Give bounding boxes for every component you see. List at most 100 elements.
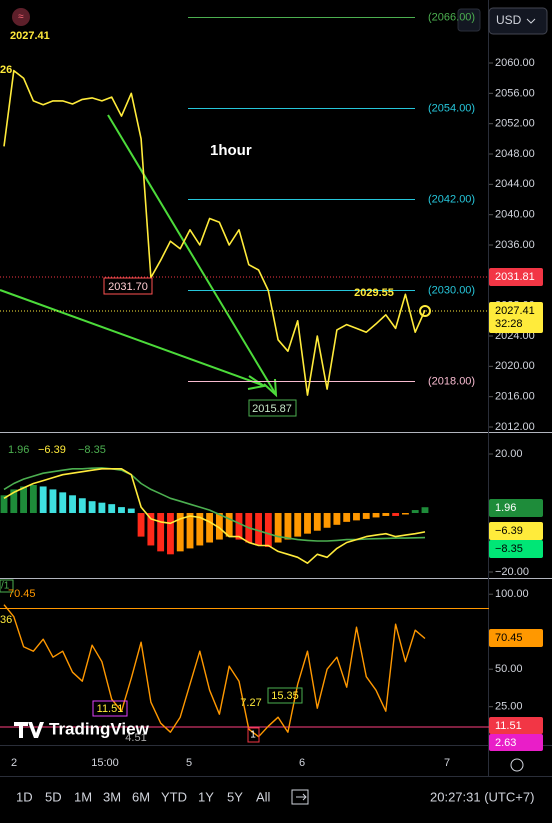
histogram-bar bbox=[294, 513, 302, 537]
histogram-bar bbox=[39, 486, 47, 514]
current-marker bbox=[419, 305, 431, 317]
y-tick-label: 25.00 bbox=[495, 701, 523, 713]
macd-legend: 1.96 bbox=[8, 444, 29, 456]
range-button[interactable]: 1Y bbox=[198, 789, 214, 804]
histogram-bar bbox=[284, 513, 292, 540]
range-button[interactable]: 3M bbox=[103, 789, 121, 804]
histogram-bar bbox=[118, 507, 125, 514]
osc-min-badge bbox=[489, 734, 543, 751]
histogram-bar bbox=[353, 513, 360, 521]
histogram-bar bbox=[186, 513, 194, 549]
histogram-bar bbox=[108, 504, 116, 514]
trend-lines bbox=[0, 114, 278, 398]
trend-line bbox=[107, 114, 276, 394]
histogram-bar bbox=[196, 513, 204, 546]
histogram-bar bbox=[304, 513, 311, 534]
annotation-box bbox=[267, 687, 303, 704]
histogram-bar bbox=[274, 513, 282, 543]
histogram-bar bbox=[225, 513, 233, 537]
histogram-bar bbox=[88, 501, 96, 514]
annotation: 2029.55 bbox=[354, 287, 394, 299]
range-button[interactable]: 6M bbox=[132, 789, 150, 804]
level-label: (2054.00) bbox=[428, 102, 475, 114]
annotation-box bbox=[103, 277, 153, 295]
histogram-bar bbox=[137, 513, 145, 537]
macd-pane: 20.00 −20.00 bbox=[0, 448, 529, 578]
currency-button[interactable] bbox=[488, 7, 548, 35]
annotation: 1 bbox=[250, 730, 256, 741]
histogram-bar bbox=[167, 513, 174, 555]
y-tick-label: 2044.00 bbox=[495, 178, 535, 190]
annotation: 4.51 bbox=[125, 732, 146, 744]
y-tick-label: 2060.00 bbox=[495, 57, 535, 69]
histogram-bar bbox=[362, 513, 370, 519]
histogram-bar bbox=[29, 484, 37, 514]
annotation-box bbox=[247, 727, 260, 743]
time-label: 15:00 bbox=[91, 757, 119, 769]
range-button[interactable]: 5Y bbox=[227, 789, 243, 804]
histogram-bar bbox=[372, 513, 380, 518]
range-button[interactable]: YTD bbox=[161, 789, 187, 804]
histogram-bar bbox=[392, 513, 400, 516]
histogram-bar bbox=[264, 513, 272, 547]
price-line bbox=[3, 69, 426, 396]
time-label: 2 bbox=[11, 757, 17, 769]
axis-settings[interactable] bbox=[510, 758, 524, 772]
osc-cut: 36 bbox=[0, 614, 12, 626]
y-tick-label: 2040.00 bbox=[495, 209, 535, 221]
last-price: 2027.41 bbox=[10, 30, 50, 42]
signal-badge bbox=[489, 540, 543, 558]
macd-badge bbox=[489, 522, 543, 540]
macd-line bbox=[3, 468, 426, 564]
histogram-bar bbox=[10, 489, 18, 514]
clock: 20:27:31 (UTC+7) bbox=[430, 789, 534, 804]
y-tick-label: 2052.00 bbox=[495, 118, 535, 130]
date-range-button[interactable] bbox=[291, 789, 309, 805]
time-label: 6 bbox=[299, 757, 305, 769]
osc-badge-text: 70.45 bbox=[495, 632, 523, 644]
histogram-bar bbox=[421, 507, 429, 514]
histogram-bar bbox=[157, 513, 165, 552]
histogram-bar bbox=[333, 513, 341, 525]
range-button[interactable]: 1M bbox=[74, 789, 92, 804]
settings-button[interactable] bbox=[457, 8, 481, 32]
y-tick-label: −20.00 bbox=[495, 566, 529, 578]
oscillator-pane: 100.00 50.00 25.00 bbox=[0, 588, 529, 738]
histogram-bar bbox=[98, 502, 106, 514]
histogram-bar bbox=[382, 513, 390, 516]
histogram-bar bbox=[401, 513, 409, 515]
range-button[interactable]: 1D bbox=[16, 789, 33, 804]
currency-caret bbox=[526, 18, 536, 24]
osc-legend: 70.45 bbox=[8, 588, 36, 600]
macd-legend: −6.39 bbox=[38, 444, 66, 456]
high-badge-text: 2031.81 bbox=[495, 271, 535, 283]
hist-badge bbox=[489, 499, 543, 517]
histogram-bar bbox=[176, 513, 184, 552]
level-label: (2066.00) bbox=[428, 11, 475, 23]
cut-label: 26 bbox=[0, 64, 12, 76]
histogram-bar bbox=[411, 510, 419, 514]
osc-badge bbox=[489, 629, 543, 647]
annotation: 11.51 bbox=[97, 703, 124, 715]
osc-low-badge bbox=[489, 717, 543, 734]
osc-tag: /1 bbox=[1, 581, 10, 592]
hist-badge-text: 1.96 bbox=[495, 502, 516, 514]
histogram-bar bbox=[20, 486, 28, 514]
annotation: 2015.87 bbox=[252, 403, 292, 415]
symbol-icon-bg bbox=[12, 8, 30, 26]
histogram-bar bbox=[206, 513, 214, 543]
osc-low-badge-text: 11.51 bbox=[495, 720, 522, 732]
histogram-bar bbox=[235, 513, 243, 540]
currency: USD bbox=[496, 13, 522, 27]
y-tick-label: 100.00 bbox=[495, 588, 529, 600]
histogram-bar bbox=[147, 513, 155, 546]
osc-min-badge-text: 2.63 bbox=[495, 737, 516, 749]
current-badge bbox=[489, 302, 543, 333]
level-label: (2018.00) bbox=[428, 375, 475, 387]
range-button[interactable]: 5D bbox=[45, 789, 62, 804]
range-button[interactable]: All bbox=[256, 789, 271, 804]
annotation-box bbox=[248, 399, 297, 417]
current-badge-text: 2027.41 bbox=[495, 305, 535, 317]
arrow-head bbox=[247, 375, 267, 390]
